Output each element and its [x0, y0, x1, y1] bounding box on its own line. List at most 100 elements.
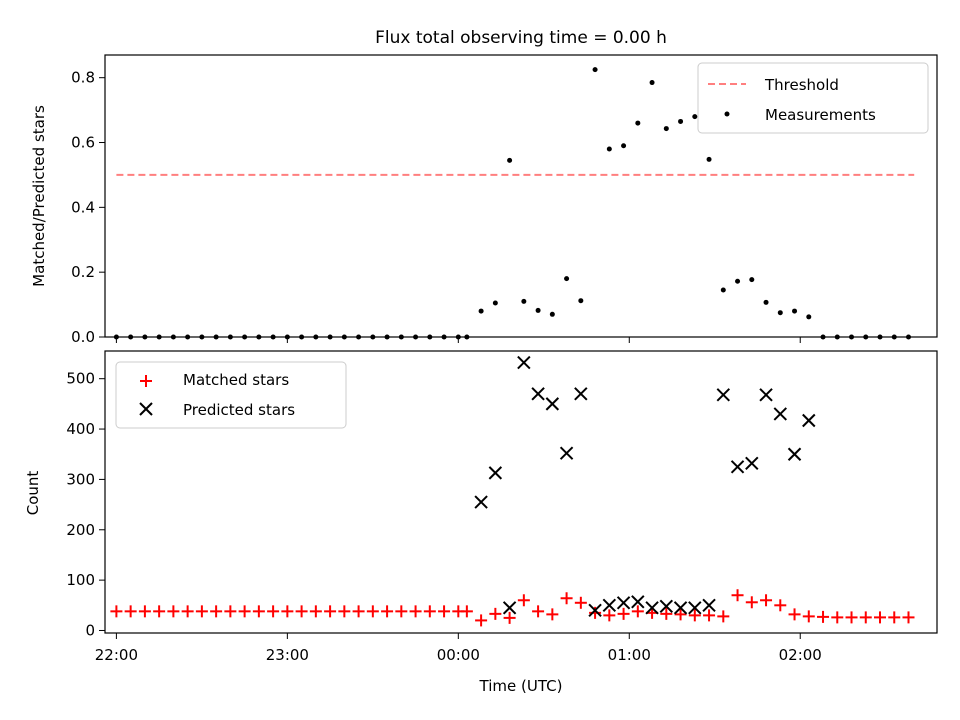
measurement-point [777, 310, 783, 316]
top-legend: Threshold Measurements [697, 62, 929, 134]
predicted-star-point [588, 603, 602, 618]
matched-star-point [324, 605, 337, 618]
bottom-y-tick-label: 300 [66, 470, 95, 488]
matched-star-point [674, 608, 687, 621]
predicted-star-point [616, 596, 631, 610]
matched-star-point [902, 611, 915, 624]
x-tick-label: 22:00 [95, 646, 138, 664]
predicted-star-point [730, 460, 745, 474]
matched-star-point [110, 605, 123, 618]
matched-star-point [138, 605, 151, 618]
predicted-star-point [631, 595, 645, 609]
matched-star-point [532, 605, 545, 618]
legend-measurements-label: Measurements [765, 106, 876, 124]
predicted-star-point [531, 387, 545, 401]
measurement-point [663, 126, 669, 132]
measurement-point [806, 314, 812, 320]
predicted-star-point [488, 466, 503, 480]
measurement-point [635, 120, 641, 126]
matched-star-point [503, 611, 516, 624]
x-tick-label: 01:00 [608, 646, 651, 664]
top-y-tick-label: 0.4 [71, 198, 95, 216]
matched-star-point [181, 605, 194, 618]
matched-star-point [560, 592, 573, 605]
measurement-point [649, 80, 655, 86]
measurement-point [720, 287, 726, 293]
measurement-point [592, 67, 598, 73]
legend-predicted-swatch [139, 402, 153, 416]
bottom-y-tick-label: 100 [66, 571, 95, 589]
predicted-star-point [716, 388, 731, 402]
matched-star-point [438, 605, 451, 618]
predicted-star-point [773, 407, 787, 421]
measurement-point [492, 300, 498, 306]
bottom-plot-frame [104, 350, 938, 634]
bottom-legend: Matched stars Predicted stars [115, 361, 347, 429]
bottom-y-axis-label: Count [24, 471, 42, 516]
predicted-star-point [673, 601, 688, 615]
top-y-axis-label: Matched/Predicted stars [30, 105, 48, 287]
bottom-y-tick-label: 200 [66, 521, 95, 539]
matched-star-point [774, 599, 787, 612]
bottom-y-tick-label: 400 [66, 420, 95, 438]
matched-star-point [238, 605, 251, 618]
matched-star-point [475, 614, 488, 627]
matched-star-point [817, 610, 830, 623]
measurement-point [735, 278, 741, 284]
matched-star-point [660, 607, 673, 620]
matched-star-point [760, 594, 773, 607]
matched-star-point [309, 605, 322, 618]
matched-star-point [688, 609, 701, 622]
measurement-point [478, 308, 484, 314]
matched-star-point [788, 608, 801, 621]
measurement-point [621, 143, 627, 149]
top-plot: 0.00.20.40.60.8 Matched/Predicted stars … [30, 54, 938, 346]
matched-star-point [423, 605, 436, 618]
top-y-tick-label: 0.2 [71, 263, 95, 281]
predicted-star-point [474, 495, 488, 509]
predicted-star-point [545, 397, 560, 411]
matched-star-point [831, 611, 844, 624]
chart-title: Flux total observing time = 0.00 h [375, 28, 667, 48]
matched-star-point [802, 610, 815, 623]
matched-star-point [617, 607, 630, 620]
bottom-plot: 0 100 200 300 400 500 22:00 23:00 00:00 01:00 02:… [24, 350, 938, 695]
predicted-star-point [745, 456, 759, 471]
matched-star-point [460, 605, 473, 618]
predicted-star-point [802, 413, 816, 428]
matched-star-point [589, 606, 602, 619]
matched-star-point [210, 605, 223, 618]
matched-star-point [717, 610, 730, 623]
matched-star-point [845, 611, 858, 624]
top-y-tick-label: 0.6 [71, 134, 95, 152]
predicted-star-point [688, 601, 702, 615]
legend-matched-label: Matched stars [183, 371, 289, 389]
legend-measurements-swatch [724, 111, 730, 117]
x-axis-label: Time (UTC) [479, 677, 563, 695]
predicted-star-point [602, 598, 617, 613]
predicted-star-point [645, 601, 659, 615]
x-tick-label: 00:00 [437, 646, 480, 664]
matched-star-point [224, 605, 237, 618]
x-tick-label: 23:00 [266, 646, 309, 664]
predicted-star-point [559, 446, 574, 460]
bottom-y-tick-label: 500 [66, 370, 95, 388]
matched-star-point [489, 607, 502, 620]
predicted-star-point [659, 599, 674, 614]
measurement-point [692, 114, 698, 120]
matched-star-point [338, 605, 351, 618]
matched-star-point [859, 611, 872, 624]
matched-star-point [252, 605, 265, 618]
matched-star-point [352, 605, 365, 618]
predicted-star-point [502, 601, 517, 615]
predicted-star-point [702, 598, 716, 613]
measurement-point [549, 311, 555, 317]
legend-matched-swatch [140, 375, 152, 387]
measurement-point [678, 118, 684, 124]
measurement-point [535, 307, 541, 313]
matched-star-point [603, 609, 616, 622]
matched-star-point [295, 605, 308, 618]
x-tick-label: 02:00 [779, 646, 822, 664]
matched-star-point [124, 605, 137, 618]
